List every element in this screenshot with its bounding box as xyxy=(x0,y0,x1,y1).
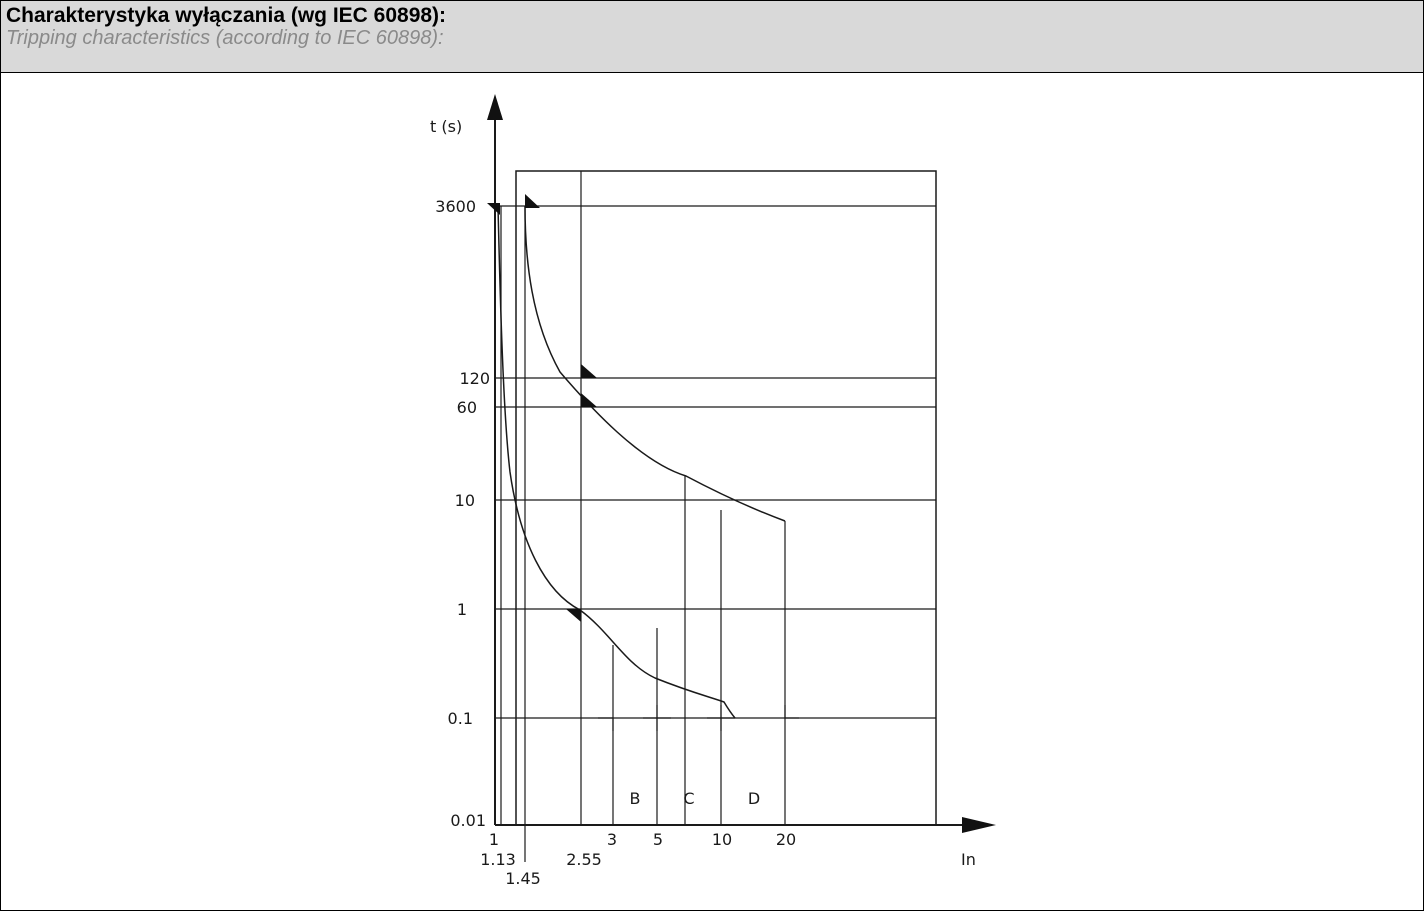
marker-3600-right-icon xyxy=(525,194,540,208)
marker-120-icon xyxy=(581,364,597,378)
y-tick-label: 0.1 xyxy=(448,709,473,728)
x-tick-label: 1.13 xyxy=(480,850,516,869)
y-axis-label: t (s) xyxy=(430,117,462,136)
region-label-d: D xyxy=(748,789,760,808)
plot-frame xyxy=(515,170,937,826)
y-tick-label: 3600 xyxy=(435,197,476,216)
y-tick-label: 0.01 xyxy=(450,811,486,830)
marker-c-lower-icon xyxy=(643,717,658,731)
marker-20-icon xyxy=(784,705,799,719)
upper-tripping-curve xyxy=(524,205,786,522)
y-tick-label: 10 xyxy=(455,491,475,510)
region-label-b: B xyxy=(630,789,641,808)
y-axis-arrow-icon xyxy=(487,94,503,120)
x-tick-label: 3 xyxy=(607,830,617,849)
x-tick-label: 5 xyxy=(653,830,663,849)
marker-3600-left-icon xyxy=(487,203,500,215)
x-tick-label: 10 xyxy=(712,830,732,849)
y-tick-label: 120 xyxy=(459,369,490,388)
panel-header: Charakterystyka wyłączania (wg IEC 60898… xyxy=(1,1,1423,73)
x-axis-label: In xyxy=(961,850,976,869)
marker-d-lower-icon xyxy=(707,717,722,731)
region-label-c: C xyxy=(683,789,694,808)
panel-subtitle: Tripping characteristics (according to I… xyxy=(6,27,444,49)
y-tick-label: 1 xyxy=(457,600,467,619)
x-tick-label: 1 xyxy=(489,830,499,849)
marker-c-upper-icon xyxy=(656,705,671,719)
y-tick-label: 60 xyxy=(457,398,477,417)
marker-60-icon xyxy=(581,393,597,407)
marker-b-icon xyxy=(598,717,614,731)
x-tick-label: 2.55 xyxy=(566,850,602,869)
x-axis-arrow-icon xyxy=(962,817,996,833)
x-tick-label: 1.45 xyxy=(505,869,541,888)
x-tick-label: 20 xyxy=(776,830,796,849)
lower-tripping-curve xyxy=(497,205,736,719)
marker-1-icon xyxy=(566,609,581,622)
tripping-characteristic-chart: t (s) In 3600 120 60 10 1 0.1 0.01 1 1.1… xyxy=(430,94,996,888)
marker-d-upper-icon xyxy=(720,705,735,719)
panel-title: Charakterystyka wyłączania (wg IEC 60898… xyxy=(6,4,447,27)
